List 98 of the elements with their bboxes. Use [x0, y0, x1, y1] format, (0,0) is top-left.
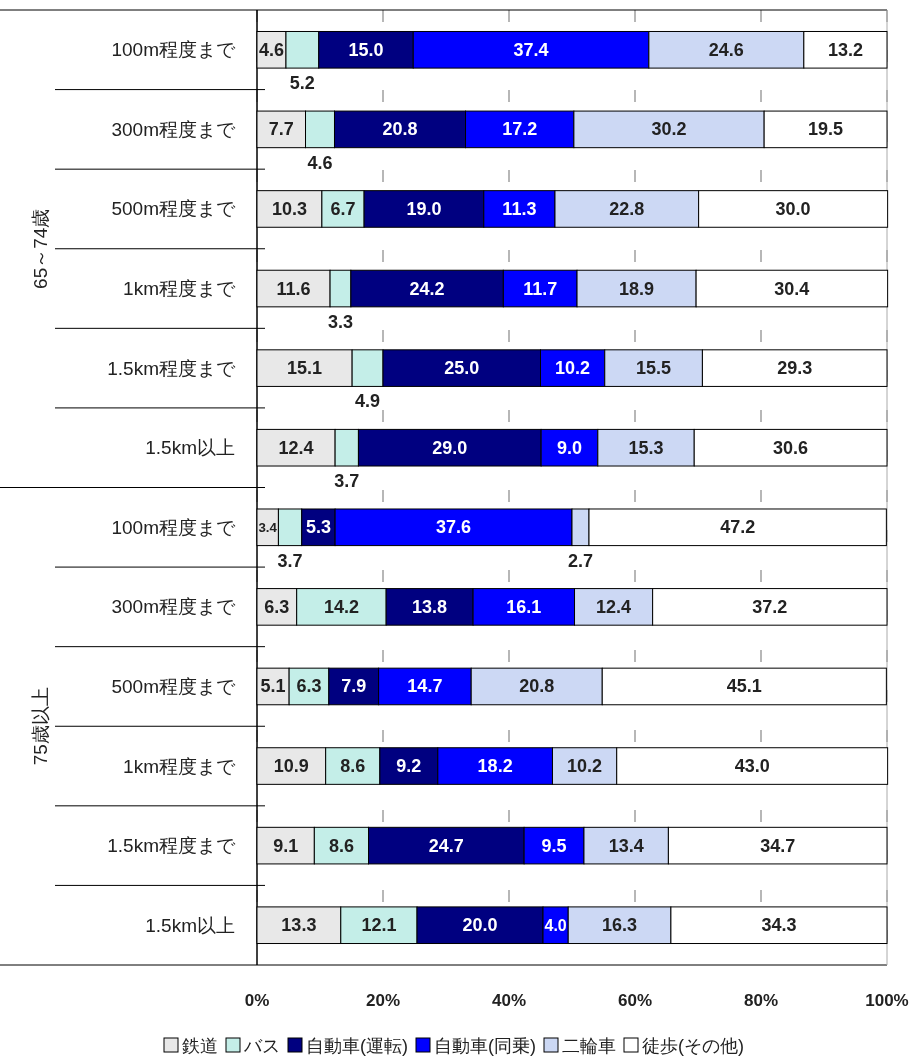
- y-tick-label: 100m程度まで: [111, 39, 236, 61]
- data-label: 30.6: [773, 437, 809, 458]
- data-label: 24.2: [409, 278, 445, 299]
- data-label: 10.3: [271, 198, 307, 219]
- data-label: 2.7: [567, 550, 594, 571]
- y-tick-label: 1.5km程度まで: [107, 357, 236, 379]
- data-label: 5.3: [305, 517, 331, 538]
- data-label: 11.3: [502, 198, 537, 219]
- legend-label: 自動車(同乗): [434, 1036, 536, 1056]
- data-label: 16.3: [602, 915, 638, 936]
- data-label: 19.5: [808, 119, 844, 140]
- data-label: 25.0: [444, 358, 480, 379]
- data-label: 20.8: [382, 119, 418, 140]
- data-label: 13.2: [827, 39, 863, 60]
- data-label: 10.9: [273, 756, 309, 777]
- legend-label: バス: [243, 1036, 280, 1056]
- data-label: 20.8: [519, 676, 555, 697]
- data-label: 12.1: [361, 915, 397, 936]
- data-label: 37.2: [752, 596, 788, 617]
- data-label: 15.5: [636, 358, 672, 379]
- data-label: 9.5: [541, 835, 567, 856]
- data-label: 22.8: [609, 198, 645, 219]
- data-label: 8.6: [340, 756, 366, 777]
- data-label: 7.9: [341, 676, 367, 697]
- data-label: 10.2: [555, 358, 591, 379]
- x-tick-label: 80%: [743, 990, 779, 1010]
- data-label: 6.3: [296, 676, 322, 697]
- data-label: 16.1: [506, 596, 542, 617]
- data-label: 4.9: [355, 391, 381, 412]
- y-tick-label: 300m程度まで: [111, 118, 236, 140]
- data-label: 5.1: [260, 676, 286, 697]
- x-tick-label: 100%: [865, 990, 909, 1010]
- data-label: 9.1: [273, 835, 299, 856]
- data-label: 10.2: [567, 756, 603, 777]
- x-tick-label: 60%: [617, 990, 653, 1010]
- data-label: 3.3: [327, 311, 353, 332]
- data-label: 9.2: [396, 756, 422, 777]
- data-label: 15.1: [287, 358, 323, 379]
- x-tick-label: 20%: [365, 990, 401, 1010]
- data-label: 12.4: [596, 596, 632, 617]
- data-label: 13.8: [412, 596, 448, 617]
- legend-label: 鉄道: [182, 1036, 218, 1056]
- data-label: 24.6: [708, 39, 744, 60]
- data-label: 37.4: [513, 39, 549, 60]
- data-label: 3.7: [277, 550, 303, 571]
- data-label: 5.2: [289, 73, 315, 94]
- data-label: 43.0: [734, 756, 770, 777]
- data-label: 8.6: [328, 835, 354, 856]
- data-label: 29.3: [777, 358, 813, 379]
- data-label: 4.6: [307, 152, 333, 173]
- data-label: 34.7: [760, 835, 796, 856]
- data-label: 7.7: [268, 119, 294, 140]
- data-label: 6.7: [330, 198, 356, 219]
- data-label: 15.3: [628, 437, 664, 458]
- data-label: 15.0: [348, 39, 384, 60]
- data-label: 30.2: [651, 119, 687, 140]
- data-label: 19.0: [406, 198, 442, 219]
- data-label: 20.0: [462, 915, 498, 936]
- data-label: 47.2: [720, 517, 756, 538]
- data-label: 12.4: [278, 437, 314, 458]
- data-label: 14.7: [407, 676, 443, 697]
- text: 75歳以上: [29, 687, 51, 766]
- legend-label: 自動車(運転): [306, 1036, 408, 1056]
- legend-label: 二輪車: [562, 1036, 616, 1056]
- data-label: 4.6: [258, 39, 285, 60]
- data-label: 6.3: [264, 596, 290, 617]
- data-label: 24.7: [428, 835, 464, 856]
- legend-label: 徒歩(その他): [642, 1036, 744, 1056]
- text: 65～74歳: [29, 208, 51, 289]
- data-label: 11.6: [276, 278, 311, 299]
- x-tick-label: 0%: [244, 990, 270, 1010]
- data-label: 30.4: [774, 278, 810, 299]
- data-label: 11.7: [523, 278, 558, 299]
- data-label: 3.7: [334, 471, 360, 492]
- y-tick-label: 1.5km以上: [145, 914, 235, 936]
- data-label: 13.4: [608, 835, 644, 856]
- data-label: 9.0: [556, 437, 582, 458]
- y-tick-label: 1.5km以上: [145, 437, 235, 459]
- y-tick-label: 100m程度まで: [111, 516, 236, 538]
- data-label: 18.9: [619, 278, 655, 299]
- data-label: 17.2: [502, 119, 538, 140]
- data-label: 3.4: [258, 519, 278, 535]
- y-tick-label: 1km程度まで: [123, 278, 236, 300]
- data-label: 34.3: [761, 915, 797, 936]
- y-tick-label: 500m程度まで: [111, 198, 236, 220]
- y-tick-label: 300m程度まで: [111, 596, 236, 618]
- data-label: 37.6: [436, 517, 472, 538]
- data-label: 45.1: [726, 676, 762, 697]
- y-tick-label: 500m程度まで: [111, 675, 236, 697]
- x-tick-label: 40%: [491, 990, 527, 1010]
- data-label: 29.0: [432, 437, 468, 458]
- data-label: 14.2: [323, 596, 359, 617]
- data-label: 30.0: [775, 198, 811, 219]
- data-label: 13.3: [281, 915, 317, 936]
- data-label: 18.2: [477, 756, 513, 777]
- y-tick-label: 1.5km程度まで: [107, 835, 236, 857]
- y-tick-label: 1km程度まで: [123, 755, 236, 777]
- data-label: 4.0: [544, 916, 567, 934]
